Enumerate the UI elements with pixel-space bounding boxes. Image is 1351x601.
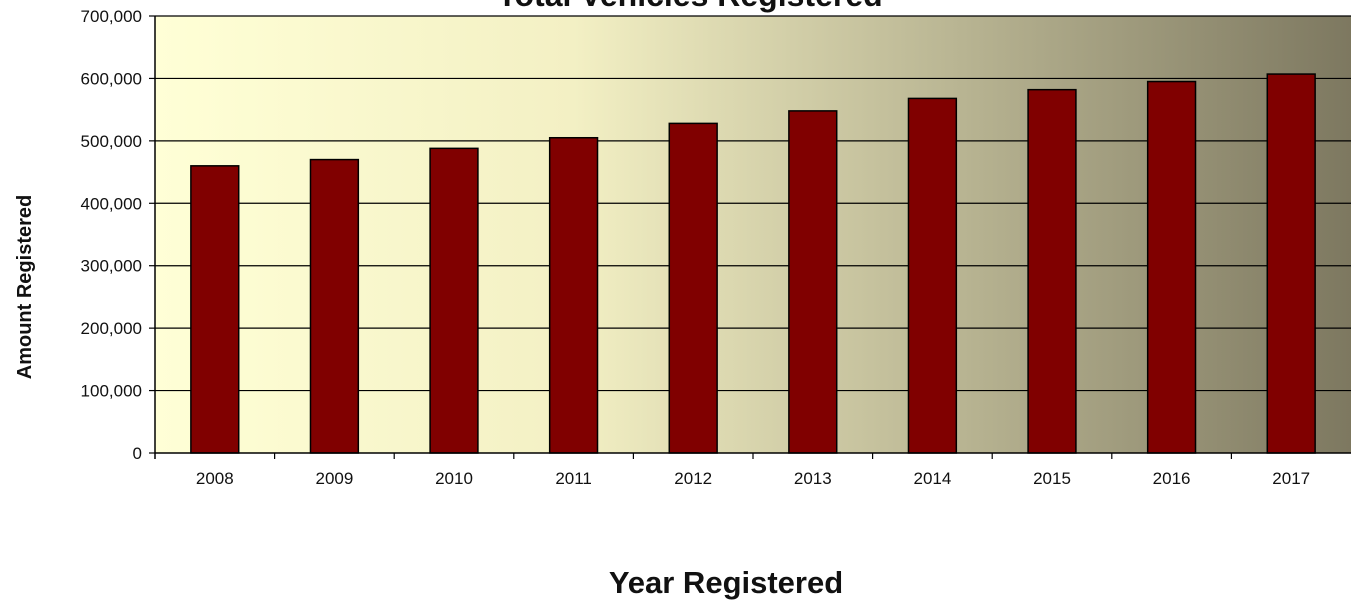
bar-2016 [1146, 80, 1197, 454]
bar-2015 [1027, 88, 1077, 454]
y-tick-label: 200,000 [81, 319, 142, 338]
x-tick-label: 2016 [1153, 469, 1191, 488]
y-tick-label: 0 [133, 444, 142, 463]
axes [149, 15, 1351, 459]
y-tick-label: 100,000 [81, 382, 142, 401]
x-tick-label: 2017 [1272, 469, 1310, 488]
y-tick-label: 400,000 [81, 194, 142, 213]
bar-2011 [548, 136, 599, 454]
x-tick-label: 2015 [1033, 469, 1071, 488]
y-tick-labels: 0 100,000 200,000 300,000 400,000 500,000 600,… [81, 7, 142, 463]
x-tick-label: 2008 [196, 469, 234, 488]
y-tick-label: 700,000 [81, 7, 142, 26]
bar-2012 [668, 122, 718, 454]
x-tick-label: 2009 [315, 469, 353, 488]
x-tick-label: 2010 [435, 469, 473, 488]
x-tick-label: 2014 [913, 469, 951, 488]
y-tick-label: 300,000 [81, 257, 142, 276]
chart-title: Total Vehicles Registered [497, 0, 882, 13]
y-tick-label: 600,000 [81, 69, 142, 88]
x-tick-labels: 2008 2009 2010 2011 2012 2013 2014 2015 2016 2017 [196, 469, 1310, 488]
bar-2008 [190, 165, 240, 454]
x-tick-label: 2013 [794, 469, 832, 488]
x-tick-label: 2011 [555, 469, 592, 488]
x-tick-label: 2012 [674, 469, 712, 488]
y-axis-title: Amount Registered [14, 195, 36, 379]
bar-2009 [309, 158, 360, 454]
bar-2017 [1266, 73, 1316, 454]
x-axis-title: Year Registered [609, 565, 843, 600]
bar-2013 [788, 110, 838, 454]
bar-2014 [907, 97, 958, 454]
y-tick-label: 500,000 [81, 132, 142, 151]
bar-2010 [429, 147, 479, 454]
